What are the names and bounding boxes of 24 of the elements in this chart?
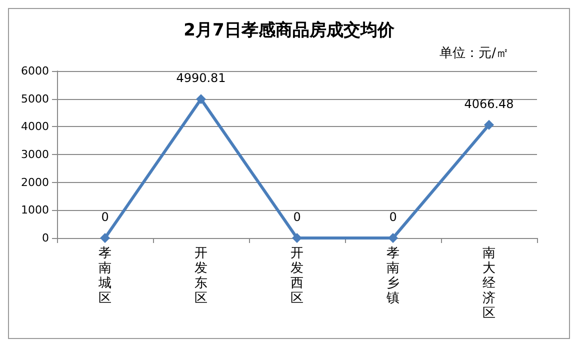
x-tick-label: 孝南乡镇 — [386, 246, 400, 306]
x-tick-label: 孝南城区 — [98, 246, 112, 306]
y-tick-label: 3000 — [21, 148, 49, 161]
data-label: 0 — [293, 210, 301, 224]
point — [100, 233, 110, 243]
data-label: 0 — [101, 210, 109, 224]
chart-title: 2月7日孝感商品房成交均价 — [184, 20, 396, 40]
x-tick-label: 开发西区 — [290, 246, 304, 306]
point — [292, 233, 302, 243]
y-tick-label: 4000 — [21, 120, 49, 134]
y-tick-label: 1000 — [21, 204, 49, 217]
y-tick-label: 0 — [42, 232, 49, 244]
data-label: 4990.81 — [176, 71, 226, 86]
point — [388, 233, 398, 243]
y-tick-label: 6000 — [21, 64, 49, 78]
x-tick-label: 开发东区 — [194, 246, 208, 306]
point — [196, 94, 206, 104]
y-tick-label: 2000 — [21, 176, 49, 189]
data-label: 0 — [389, 210, 397, 224]
text: 单位：元/㎡ — [440, 46, 510, 61]
point — [484, 120, 494, 130]
x-tick-label: 南大经济区 — [482, 246, 496, 321]
data-label: 4066.48 — [464, 96, 514, 111]
y-tick-label: 5000 — [21, 92, 49, 106]
